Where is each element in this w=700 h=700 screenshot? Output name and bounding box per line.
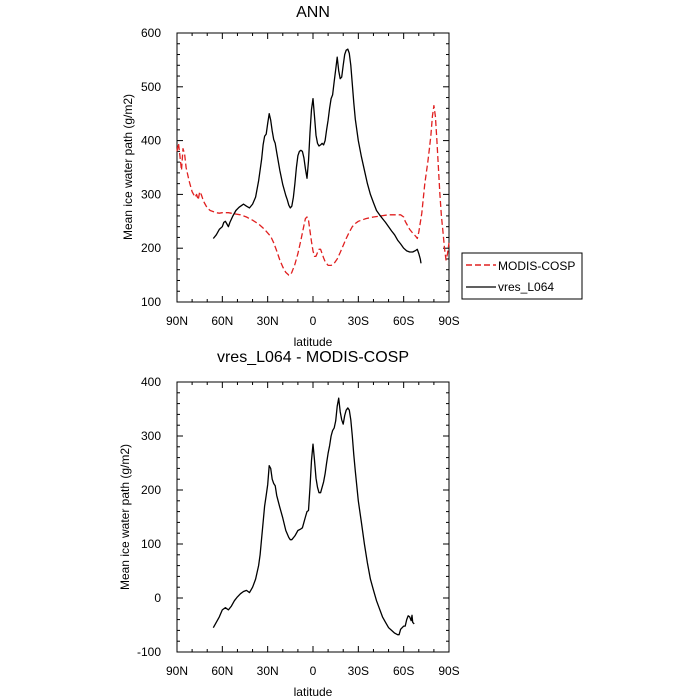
- legend-box: [461, 252, 583, 300]
- top-x-tick-label-3: 0: [310, 314, 317, 328]
- top-series-line-1: [212, 48, 422, 264]
- bottom-x-tick-label-1: 60N: [211, 664, 233, 678]
- top-x-tick-label-0: 90N: [166, 314, 188, 328]
- top-series-line-0: [176, 104, 450, 276]
- top-y-tick-label-5: 600: [141, 26, 161, 40]
- bottom-x-tick-label-5: 60S: [393, 664, 414, 678]
- top-y-tick-label-3: 400: [141, 134, 161, 148]
- bottom-x-tick-label-3: 0: [310, 664, 317, 678]
- bottom-y-tick-label-0: -100: [137, 645, 161, 659]
- bottom-y-tick-label-3: 200: [141, 483, 161, 497]
- bottom-x-tick-label-2: 30N: [257, 664, 279, 678]
- top-x-axis-label: latitude: [294, 335, 333, 349]
- bottom-y-axis-label: Mean ice water path (g/m2): [118, 444, 132, 590]
- top-x-tick-label-4: 30S: [348, 314, 369, 328]
- bottom-x-tick-label-4: 30S: [348, 664, 369, 678]
- top-y-tick-label-1: 200: [141, 241, 161, 255]
- bottom-y-tick-label-2: 100: [141, 537, 161, 551]
- bottom-series-line-0: [212, 397, 415, 636]
- top-lines: [176, 48, 450, 276]
- bottom-ticks: 90N 60N 30N 0 30S 60S 90S -100 0 100 200 300 400: [137, 375, 460, 678]
- top-plot-frame: [176, 32, 450, 303]
- top-panel: ANN 90N 60N 30N 0 30S 60S 90S 100 200 300 400 500 60…: [121, 4, 460, 349]
- bottom-x-axis-label: latitude: [294, 685, 333, 699]
- bottom-y-tick-label-4: 300: [141, 429, 161, 443]
- bottom-lines: [212, 397, 415, 636]
- top-y-tick-label-2: 300: [141, 187, 161, 201]
- bottom-y-tick-label-1: 0: [154, 591, 161, 605]
- top-x-tick-label-1: 60N: [211, 314, 233, 328]
- bottom-y-tick-label-5: 400: [141, 375, 161, 389]
- top-y-tick-label-0: 100: [141, 295, 161, 309]
- legend: MODIS-COSP vres_L064: [461, 252, 583, 300]
- top-x-tick-label-2: 30N: [257, 314, 279, 328]
- bottom-chart-title: vres_L064 - MODIS-COSP: [217, 349, 409, 366]
- legend-label-modis: MODIS-COSP: [498, 259, 575, 273]
- bottom-x-tick-label-0: 90N: [166, 664, 188, 678]
- bottom-panel: vres_L064 - MODIS-COSP 90N 60N 30N 0 30S 60S 9…: [118, 349, 460, 699]
- top-chart-title: ANN: [296, 4, 330, 21]
- bottom-plot-frame: [176, 381, 450, 653]
- top-x-tick-label-5: 60S: [393, 314, 414, 328]
- legend-label-vres: vres_L064: [498, 280, 554, 294]
- top-x-tick-label-6: 90S: [438, 314, 459, 328]
- top-y-axis-label: Mean ice water path (g/m2): [121, 94, 135, 240]
- top-ticks: 90N 60N 30N 0 30S 60S 90S 100 200 300 400 500 600: [141, 26, 460, 328]
- top-y-tick-label-4: 500: [141, 80, 161, 94]
- bottom-x-tick-label-6: 90S: [438, 664, 459, 678]
